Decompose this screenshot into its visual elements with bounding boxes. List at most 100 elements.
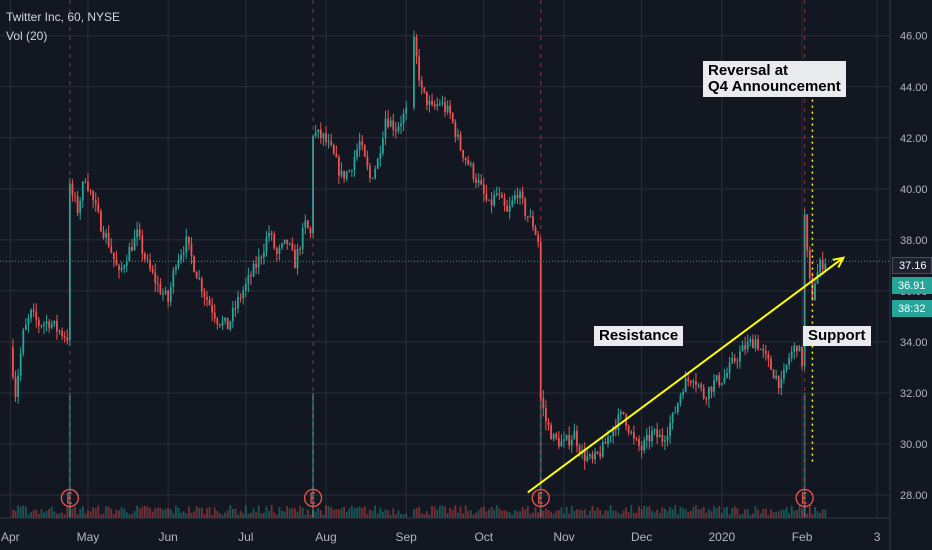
- volume-bar: [234, 508, 237, 518]
- candle-body: [358, 141, 361, 150]
- candle-body: [679, 395, 682, 404]
- candle-body: [664, 440, 666, 442]
- candle-body: [363, 145, 366, 157]
- volume-bar: [692, 506, 695, 518]
- candle-body: [213, 312, 216, 319]
- volume-bar: [501, 510, 503, 518]
- volume-bar: [43, 512, 45, 518]
- candle-body: [656, 429, 659, 438]
- candle-body: [630, 432, 633, 434]
- volume-bar: [322, 514, 325, 518]
- candle-body: [405, 107, 408, 114]
- volume-bar: [226, 510, 229, 518]
- volume-bar: [286, 505, 289, 518]
- volume-bar: [627, 512, 630, 518]
- volume-bar: [785, 506, 788, 518]
- candle-body: [63, 336, 66, 338]
- volume-bar: [524, 509, 527, 518]
- volume-bar: [92, 507, 95, 518]
- volume-bar: [371, 510, 374, 518]
- volume-bar: [770, 509, 772, 518]
- candle-body: [138, 229, 141, 237]
- candle-body: [545, 407, 547, 422]
- candle-body: [143, 253, 146, 260]
- volume-bar: [431, 506, 433, 518]
- candle-body: [824, 263, 827, 270]
- candle-body: [319, 129, 322, 138]
- candle-body: [45, 321, 48, 324]
- volume-bar: [643, 505, 646, 518]
- volume-bar: [255, 512, 258, 518]
- volume-bar: [798, 505, 801, 518]
- volume-bar: [195, 506, 198, 518]
- candle-body: [366, 156, 369, 167]
- candle-body: [516, 195, 519, 199]
- candle-body: [643, 440, 646, 451]
- earnings-event-icon: [802, 492, 807, 504]
- time-tick-label: Apr: [1, 530, 20, 544]
- candle-body: [526, 216, 529, 218]
- candle-body: [542, 398, 545, 408]
- candle-body: [53, 320, 56, 324]
- volume-bar: [389, 514, 392, 518]
- volume-bar: [211, 514, 214, 518]
- volume-bar: [689, 510, 692, 518]
- candle-body: [283, 239, 286, 244]
- candle-body: [371, 177, 374, 179]
- candle-body: [614, 427, 617, 430]
- volume-bar: [588, 510, 591, 518]
- candle-body: [702, 387, 705, 399]
- volume-bar: [537, 512, 540, 518]
- candle-body: [87, 181, 89, 191]
- volume-spike-bar: [312, 393, 315, 518]
- candle-body: [586, 456, 589, 461]
- candle-body: [511, 200, 514, 206]
- candle-body: [294, 249, 296, 269]
- candle-body: [754, 339, 757, 349]
- candle-body: [19, 353, 22, 376]
- candle-body: [777, 375, 780, 388]
- candle-body: [327, 141, 330, 143]
- volume-bar: [739, 514, 741, 518]
- volume-bar: [270, 505, 273, 518]
- volume-bar: [469, 510, 472, 518]
- volume-bar: [436, 509, 439, 518]
- price-tick-label: 40.00: [900, 184, 928, 196]
- candle-body: [622, 411, 625, 414]
- volume-bar: [736, 508, 739, 518]
- candle-body: [260, 256, 263, 258]
- volume-bar: [519, 511, 521, 518]
- volume-bar: [503, 510, 506, 518]
- candle-body: [392, 120, 395, 130]
- candle-body: [599, 453, 602, 457]
- candle-body: [811, 278, 814, 301]
- candle-body: [190, 243, 193, 257]
- volume-bar: [268, 510, 270, 518]
- candle-body: [257, 256, 260, 268]
- volume-bar: [374, 505, 377, 518]
- candle-body: [651, 430, 653, 442]
- volume-bar: [198, 507, 201, 518]
- volume-bar: [493, 510, 496, 518]
- reversal-callout-line-2: Q4 Announcement: [708, 78, 841, 95]
- volume-bar: [529, 513, 532, 518]
- candle-body: [185, 236, 188, 253]
- volume-bar: [477, 509, 480, 518]
- volume-bar: [625, 507, 628, 518]
- price-tick-label: 30.00: [900, 439, 928, 451]
- volume-bar: [775, 511, 778, 518]
- volume-bar: [534, 506, 537, 518]
- candle-body: [482, 184, 485, 194]
- candle-body: [397, 126, 400, 132]
- volume-bar: [167, 507, 170, 518]
- volume-bar: [100, 514, 102, 518]
- candle-body: [808, 250, 811, 279]
- volume-bar: [671, 509, 674, 518]
- volume-bar: [405, 513, 408, 518]
- volume-bar: [723, 507, 726, 518]
- volume-bar: [578, 509, 581, 518]
- volume-bar: [30, 512, 32, 518]
- candle-body: [741, 345, 744, 352]
- chart-annotations: [0, 0, 890, 518]
